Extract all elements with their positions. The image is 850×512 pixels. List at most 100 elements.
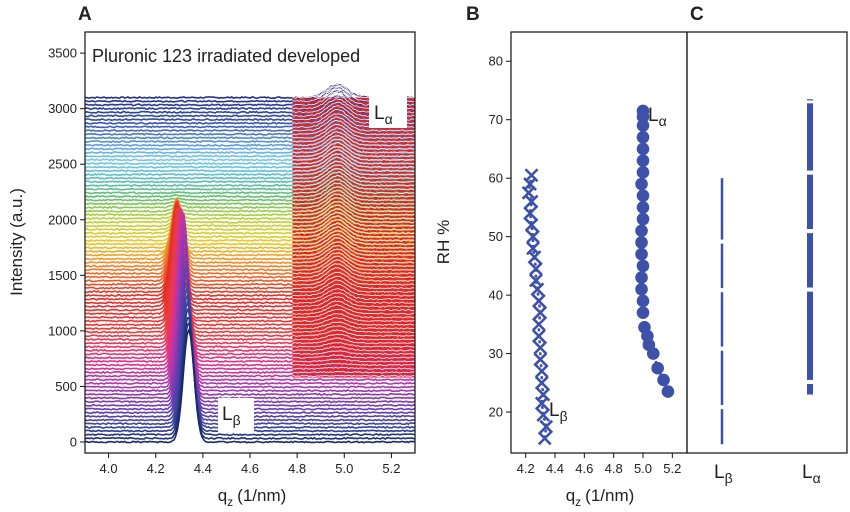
- alpha-trace: [292, 149, 415, 165]
- scatter-point-lbeta: [533, 352, 548, 367]
- y-tick-label-b: 40: [489, 288, 503, 303]
- alpha-trace: [292, 275, 415, 290]
- alpha-trace: [292, 288, 415, 301]
- y-axis-a-label: Intensity (a.u.): [7, 188, 26, 296]
- scatter-point-lbeta: [531, 317, 546, 332]
- stacked-trace: [85, 213, 415, 382]
- stacked-trace: [85, 174, 415, 191]
- stacked-trace: [85, 205, 415, 327]
- lbeta-a-main: L: [222, 404, 233, 425]
- scatter-point-lbeta: [524, 194, 539, 209]
- panel-c-label: C: [690, 4, 704, 25]
- scatter-point-lbeta: [523, 206, 537, 221]
- y-axis-b-label: RH %: [434, 220, 453, 264]
- y-tick-label-b: 60: [489, 171, 503, 186]
- stacked-trace: [85, 201, 415, 290]
- scatter-point-lalpha: [636, 119, 650, 132]
- stacked-trace: [85, 238, 415, 397]
- alpha-trace: [292, 313, 415, 323]
- scatter-point-lalpha: [636, 142, 650, 156]
- alpha-trace: [292, 279, 415, 293]
- phase-range-gap: [719, 288, 725, 293]
- alpha-trace: [292, 345, 415, 352]
- y-tick-label-b: 30: [489, 346, 503, 361]
- scatter-point-lalpha: [635, 236, 648, 249]
- scatter-point-lbeta: [526, 241, 540, 256]
- scatter-point-lalpha: [651, 361, 664, 375]
- alpha-trace: [292, 119, 415, 136]
- scatter-point-lbeta: [524, 168, 539, 183]
- alpha-trace: [292, 208, 415, 224]
- phase-range-bar: [720, 178, 724, 445]
- alpha-trace: [292, 237, 415, 253]
- alpha-trace: [292, 156, 415, 173]
- stacked-trace: [85, 200, 415, 217]
- stacked-trace: [85, 327, 415, 444]
- alpha-trace: [292, 138, 415, 154]
- stacked-trace: [85, 105, 415, 122]
- y-tick-label-b: 70: [489, 112, 503, 127]
- lbeta-label-a-text: Lβ: [222, 404, 241, 428]
- panel-b-label: B: [466, 4, 480, 25]
- alpha-trace: [292, 219, 415, 235]
- x-axis-b-label-unit: (1/nm): [585, 486, 634, 505]
- y-tick-label-a: 3000: [48, 101, 77, 116]
- alpha-trace: [292, 317, 415, 326]
- stacked-trace: [85, 200, 415, 283]
- stacked-trace: [85, 233, 415, 393]
- alpha-trace: [292, 204, 415, 220]
- scatter-point-lbeta: [531, 329, 546, 343]
- y-tick-label-a: 500: [55, 379, 77, 394]
- stacked-trace: [85, 211, 415, 371]
- phase-range-gap: [806, 100, 814, 104]
- scatter-point-lbeta: [526, 229, 540, 244]
- scatter-point-lalpha: [636, 166, 650, 179]
- scatter-point-lalpha: [661, 385, 675, 398]
- y-tick-label-a: 2000: [48, 212, 77, 227]
- scatter-point-lbeta: [531, 294, 546, 308]
- alpha-trace: [292, 134, 415, 150]
- panel-a: 4.0 4.2 4.4 4.6 4.8 5.0 5.2 0 500 1000 1500 2000 25…: [7, 31, 416, 509]
- scatter-point-lbeta: [529, 261, 543, 276]
- alpha-trace: [292, 189, 415, 205]
- x-axis-a-label-main: q: [218, 486, 227, 505]
- phase-range-gap: [806, 287, 814, 292]
- lbeta-c-main: L: [714, 462, 725, 483]
- phase-range-gap: [806, 170, 814, 175]
- x-tick-label-b: 5.2: [663, 461, 681, 476]
- alpha-trace: [292, 226, 415, 242]
- scatter-point-lbeta: [533, 340, 548, 355]
- scatter-point-lalpha: [636, 189, 650, 203]
- alpha-trace: [292, 292, 415, 304]
- alpha-trace: [292, 333, 415, 341]
- stacked-trace: [85, 130, 415, 147]
- scatter-point-lalpha: [636, 212, 650, 226]
- stacked-trace: [85, 185, 415, 202]
- alpha-trace: [292, 197, 415, 213]
- stacked-trace: [85, 209, 415, 352]
- x-tick-label-a: 5.0: [335, 461, 353, 476]
- x-axis-a-label-unit: (1/nm): [237, 486, 286, 505]
- y-tick-label-a: 3500: [48, 46, 77, 61]
- lbeta-b-main: L: [549, 400, 560, 421]
- alpha-trace: [292, 366, 415, 370]
- stacked-trace: [85, 214, 415, 378]
- x-tick-label-a: 4.0: [100, 461, 118, 476]
- alpha-trace: [292, 142, 415, 158]
- y-tick-label-b: 20: [489, 405, 503, 420]
- x-tick-label-b: 4.2: [517, 461, 535, 476]
- alpha-trace: [292, 201, 415, 216]
- scatter-point-lalpha: [638, 320, 651, 334]
- x-axis-a: 4.0 4.2 4.4 4.6 4.8 5.0 5.2: [100, 453, 400, 476]
- y-tick-label-a: 0: [70, 435, 77, 450]
- stacked-trace: [85, 204, 415, 221]
- scatter-points: [521, 104, 675, 446]
- stacked-trace: [85, 206, 415, 345]
- alpha-trace: [292, 295, 415, 308]
- plot-c-frame: [686, 31, 848, 454]
- y-axis-b: 20 30 40 50 60 70 80: [489, 54, 511, 420]
- stacked-trace: [85, 225, 415, 243]
- phase-range-gap: [806, 229, 814, 234]
- stacked-trace: [85, 214, 415, 232]
